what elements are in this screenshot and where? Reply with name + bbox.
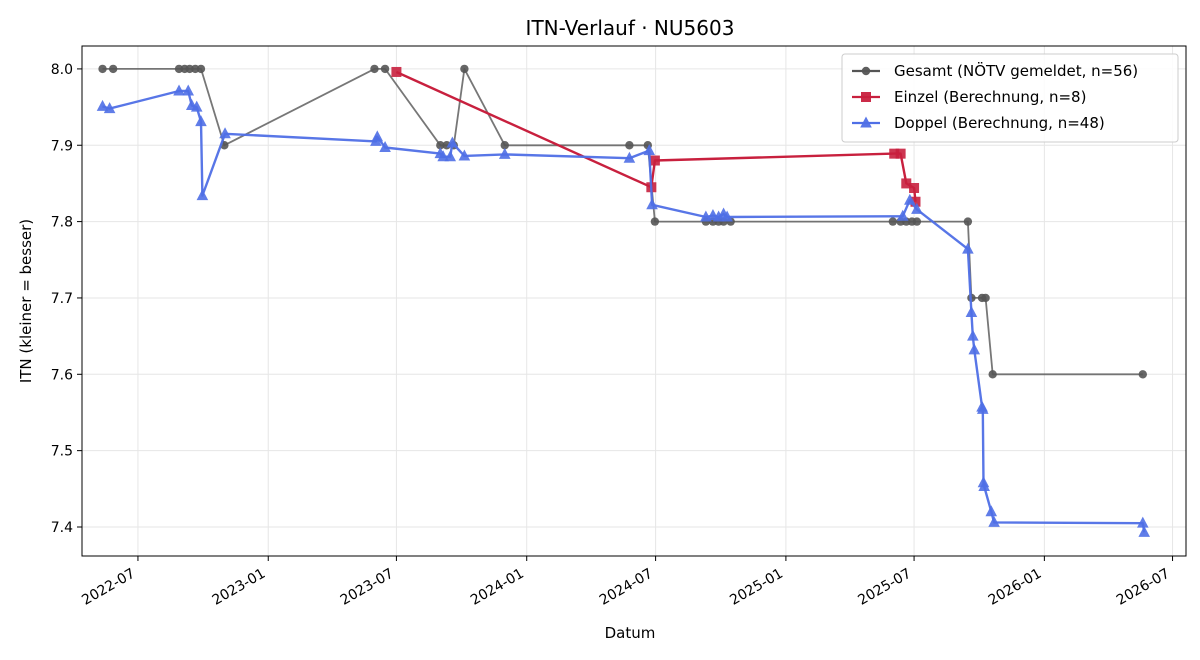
x-axis-title: Datum <box>605 624 656 642</box>
series-3 <box>96 84 1151 537</box>
data-point <box>646 198 658 210</box>
data-point <box>978 480 990 492</box>
plot-frame <box>81 45 1187 557</box>
y-axis-title: ITN (kleiner = besser) <box>17 219 35 383</box>
x-tick-label: 2023-07 <box>338 566 397 609</box>
legend-label: Gesamt (NÖTV gemeldet, n=56) <box>894 61 1138 80</box>
legend-marker <box>861 66 871 76</box>
data-point <box>98 64 107 74</box>
y-tick-label: 7.8 <box>51 215 73 231</box>
x-tick-label: 2026-07 <box>1114 566 1173 609</box>
y-axis-ticks: 7.4 7.5 7.6 7.7 7.8 7.9 8.0 <box>51 62 82 536</box>
x-tick-label: 2026-01 <box>986 566 1045 609</box>
data-point <box>911 202 923 214</box>
data-point <box>981 293 990 303</box>
data-point <box>219 127 231 139</box>
grid-lines <box>82 46 1186 556</box>
data-point <box>379 141 391 153</box>
data-point <box>649 155 660 166</box>
data-point <box>96 99 109 111</box>
data-point <box>895 148 906 159</box>
y-tick-label: 7.4 <box>51 520 73 536</box>
data-point <box>967 329 979 341</box>
data-point <box>391 66 402 77</box>
data-point <box>370 64 379 74</box>
data-point <box>108 64 118 74</box>
legend-entry: Gesamt (NÖTV gemeldet, n=56) <box>852 61 1138 80</box>
data-point <box>458 149 471 161</box>
data-point <box>103 102 116 114</box>
data-point <box>196 64 206 74</box>
data-point <box>904 193 916 205</box>
data-point <box>888 217 898 226</box>
data-point <box>380 64 390 74</box>
data-point <box>195 115 207 127</box>
data-point <box>721 210 733 222</box>
data-point <box>643 144 656 156</box>
y-tick-label: 7.7 <box>51 291 73 307</box>
y-tick-label: 8.0 <box>51 62 73 78</box>
x-tick-label: 2024-07 <box>597 566 656 609</box>
series-layer <box>96 64 1151 537</box>
data-point <box>173 84 185 96</box>
x-tick-label: 2023-01 <box>210 566 269 609</box>
x-tick-label: 2022-07 <box>79 566 138 609</box>
data-point <box>1137 516 1149 528</box>
data-point <box>909 183 920 194</box>
data-point <box>912 217 922 226</box>
data-point <box>623 151 636 163</box>
data-point <box>436 141 445 150</box>
y-tick-label: 7.9 <box>51 138 73 154</box>
data-point <box>196 189 209 201</box>
data-point <box>1138 525 1151 537</box>
data-point <box>190 100 203 112</box>
x-tick-label: 2025-07 <box>855 566 914 609</box>
data-point <box>965 305 978 317</box>
data-point <box>968 343 981 355</box>
data-point <box>446 136 459 148</box>
data-point <box>988 370 997 379</box>
chart-title: ITN-Verlauf · NU5603 <box>526 16 735 40</box>
data-point <box>625 141 634 150</box>
legend-marker <box>860 116 872 128</box>
x-axis-ticks: 2022-07 2023-01 2023-07 2024-01 2024-07 2025-… <box>79 556 1174 609</box>
data-point <box>910 196 921 207</box>
data-point <box>371 130 384 142</box>
data-point <box>712 210 725 222</box>
legend-entry: Doppel (Berechnung, n=48) <box>852 114 1105 132</box>
legend-label: Einzel (Berechnung, n=8) <box>894 88 1086 106</box>
series-line <box>102 89 1146 533</box>
data-point <box>962 242 974 254</box>
legend: Gesamt (NÖTV gemeldet, n=56) Einzel (Bere… <box>841 53 1179 143</box>
legend-label: Doppel (Berechnung, n=48) <box>894 114 1105 132</box>
x-tick-label: 2025-01 <box>727 566 786 609</box>
data-point <box>444 150 457 162</box>
data-point <box>889 148 900 159</box>
data-point <box>896 209 909 221</box>
legend-entry: Einzel (Berechnung, n=8) <box>852 88 1086 106</box>
data-point <box>182 84 195 96</box>
data-point <box>901 178 912 189</box>
data-point <box>976 402 989 414</box>
legend-box <box>841 53 1179 143</box>
y-tick-label: 7.5 <box>51 444 73 460</box>
data-point <box>963 217 973 226</box>
x-tick-label: 2024-01 <box>468 566 527 609</box>
y-tick-label: 7.6 <box>51 367 73 383</box>
data-point <box>498 147 511 159</box>
data-point <box>500 141 509 150</box>
data-point <box>985 505 998 517</box>
data-point <box>988 515 1000 527</box>
legend-marker <box>861 92 871 102</box>
data-point <box>650 217 660 226</box>
data-point <box>460 64 469 74</box>
data-point <box>1138 370 1148 379</box>
